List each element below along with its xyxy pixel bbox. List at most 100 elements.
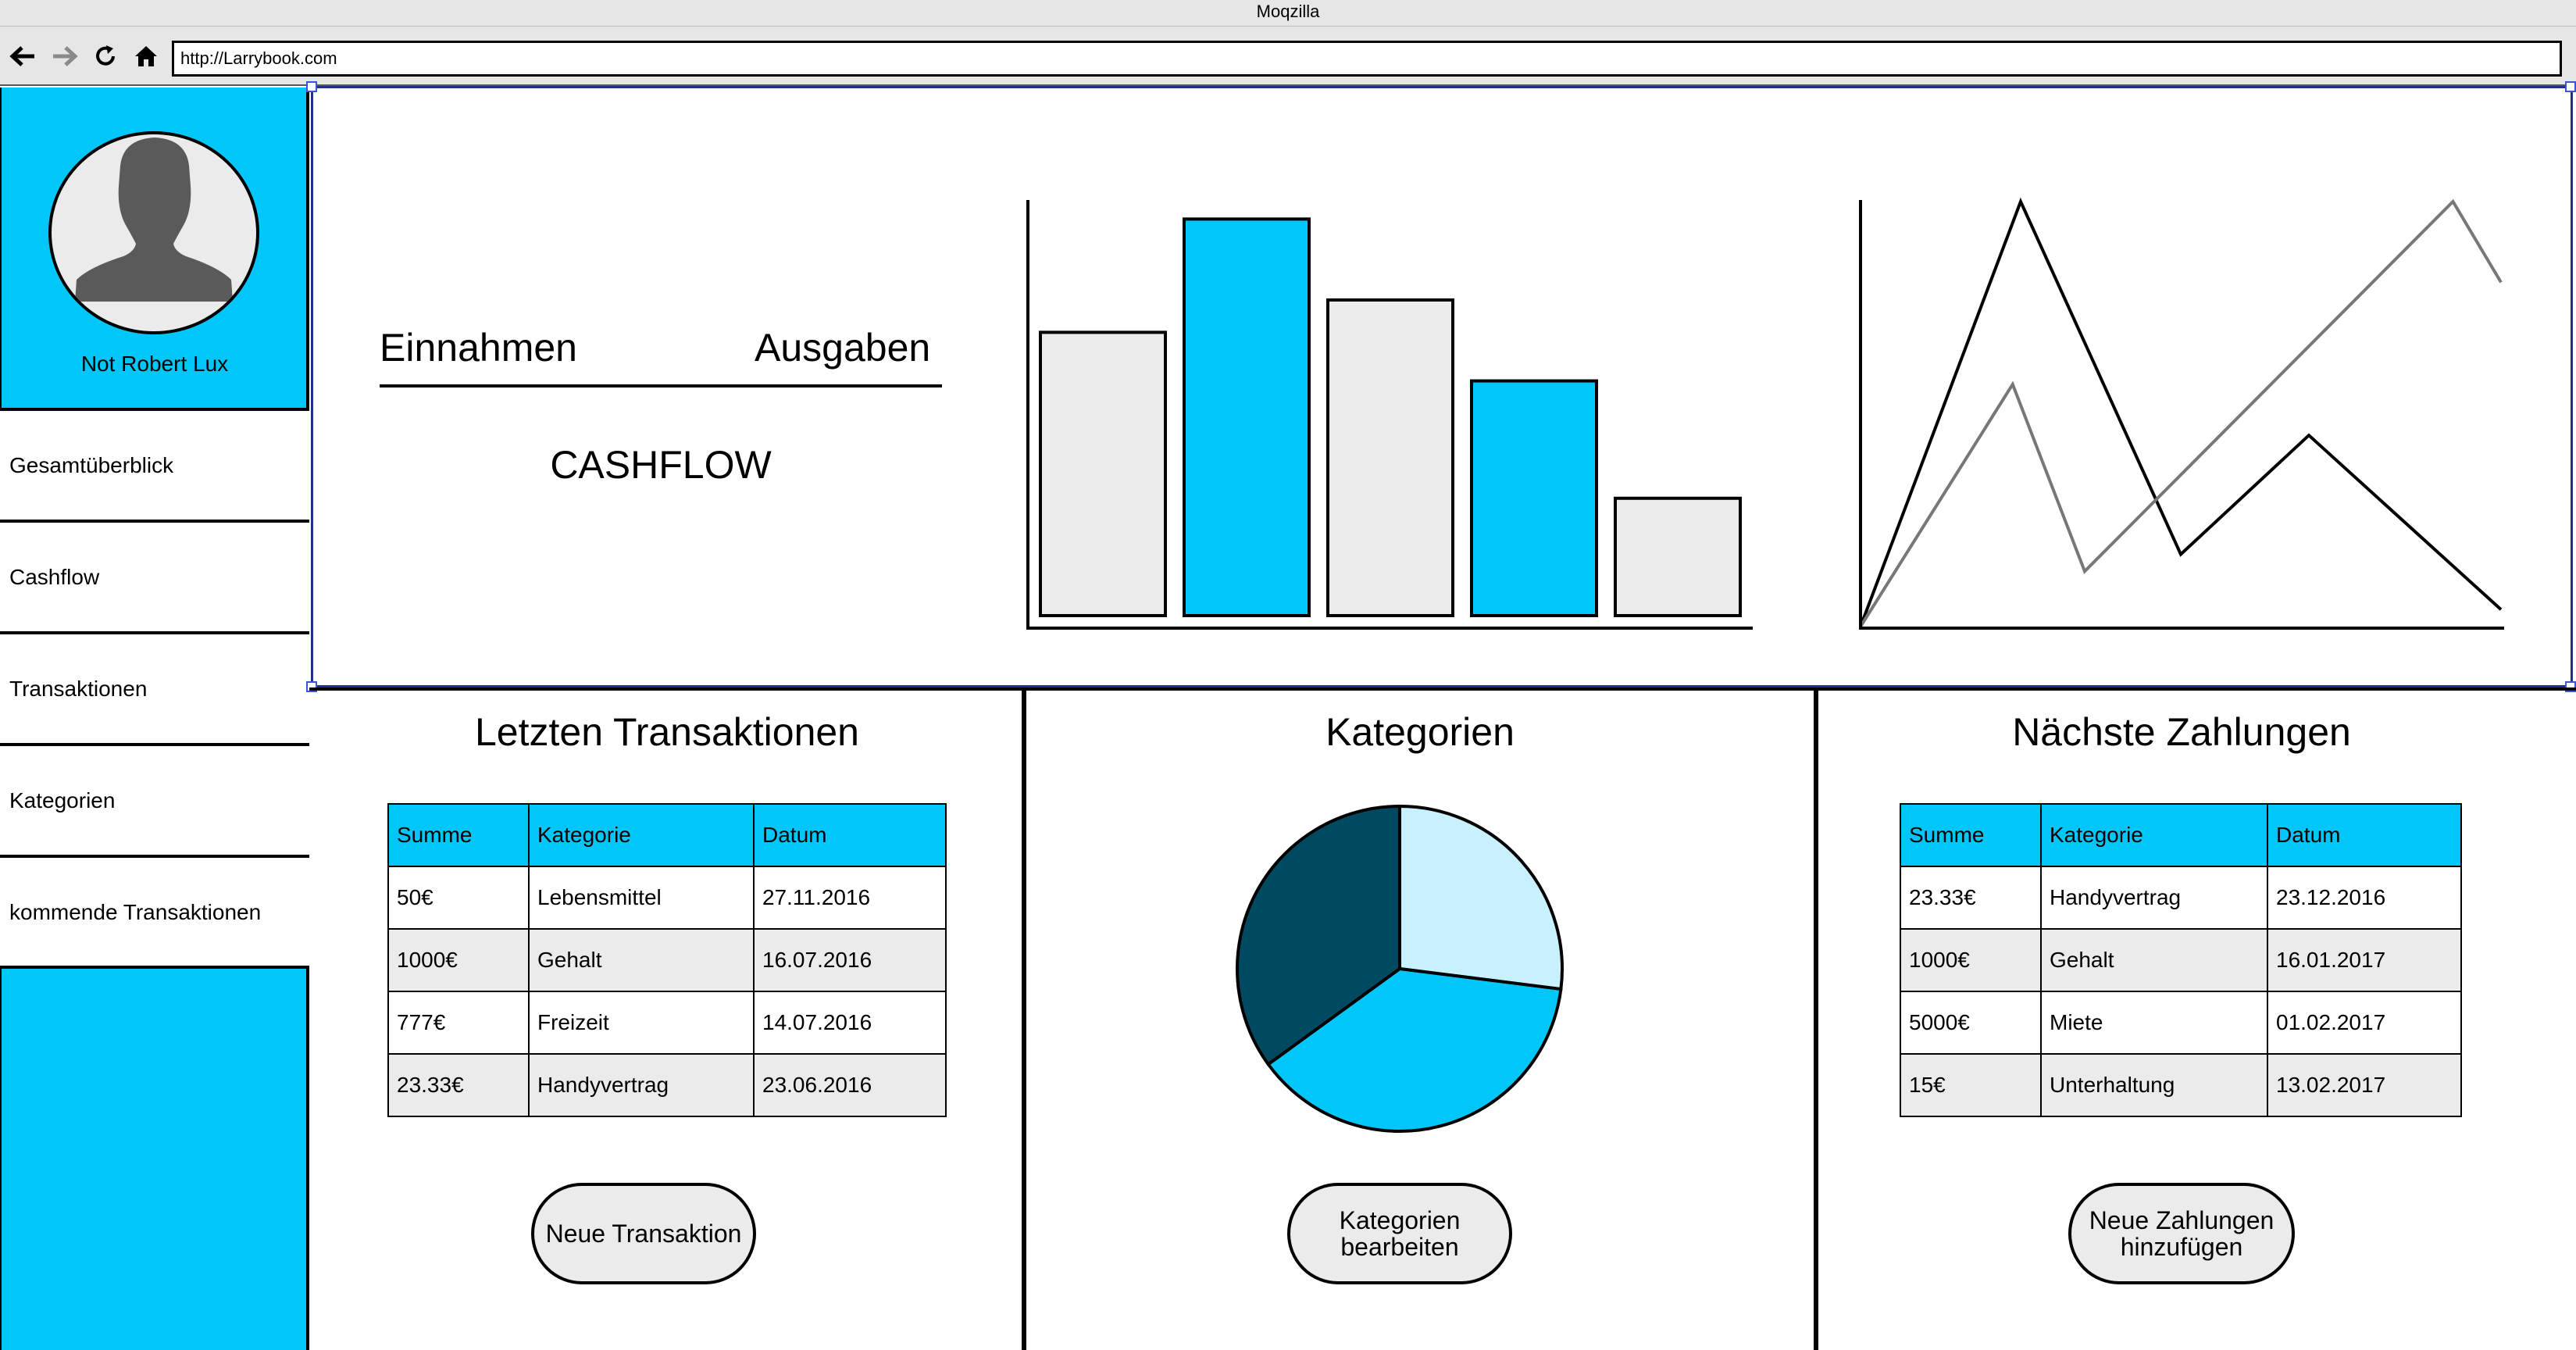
table-cell: Freizeit: [528, 991, 755, 1055]
bar: [1470, 379, 1598, 617]
table-cell: 5000€: [1900, 991, 2042, 1055]
sidebar-item-overview[interactable]: Gesamtüberblick: [0, 408, 309, 520]
categories-title: Kategorien: [1325, 710, 1515, 754]
resize-handle[interactable]: [306, 81, 317, 92]
table-cell: Gehalt: [2040, 928, 2268, 992]
table-cell: 50€: [387, 866, 530, 930]
income-label: Einnahmen: [380, 326, 577, 370]
column-header: Kategorie: [528, 803, 755, 867]
table-row[interactable]: 15€ Unterhaltung 13.02.2017: [1900, 1053, 2462, 1117]
table-row[interactable]: 1000€ Gehalt 16.07.2016: [387, 928, 947, 992]
upcoming-payments-title: Nächste Zahlungen: [2012, 710, 2351, 754]
table-cell: Miete: [2040, 991, 2268, 1055]
panel-divider: [1814, 688, 1818, 1350]
pie-slice: [1398, 804, 1564, 991]
recent-transactions-table: Summe Kategorie Datum 50€ Lebensmittel 2…: [387, 803, 947, 1117]
table-cell: 01.02.2017: [2267, 991, 2462, 1055]
add-payments-button[interactable]: Neue Zahlungen hinzufügen: [2068, 1183, 2295, 1284]
arrow-left-icon: [9, 46, 34, 66]
address-bar[interactable]: http://Larrybook.com: [172, 41, 2562, 77]
table-row[interactable]: 50€ Lebensmittel 27.11.2016: [387, 866, 947, 930]
table-row[interactable]: 777€ Freizeit 14.07.2016: [387, 991, 947, 1055]
user-name: Not Robert Lux: [80, 352, 229, 376]
bar: [1614, 496, 1742, 617]
table-cell: 1000€: [387, 928, 530, 992]
panel-divider: [1022, 688, 1026, 1350]
table-cell: Gehalt: [528, 928, 755, 992]
window-title-bar: Moqzilla: [0, 0, 2576, 27]
bar-chart: [1026, 200, 1753, 630]
table-cell: 23.33€: [387, 1053, 530, 1117]
cashflow-title: CASHFLOW: [550, 443, 772, 487]
table-cell: 23.33€: [1900, 866, 2042, 930]
table-row[interactable]: 1000€ Gehalt 16.01.2017: [1900, 928, 2462, 992]
table-cell: Unterhaltung: [2040, 1053, 2268, 1117]
table-cell: 15€: [1900, 1053, 2042, 1117]
series-line: [1859, 198, 2503, 628]
pie-slice: [1236, 804, 1401, 1067]
sidebar-item-transactions[interactable]: Transaktionen: [0, 631, 309, 743]
table-cell: 16.01.2017: [2267, 928, 2462, 992]
divider-line: [380, 384, 942, 388]
home-button[interactable]: [130, 39, 162, 73]
button-label-line: hinzufügen: [2120, 1233, 2243, 1261]
bar: [1039, 330, 1167, 617]
table-cell: Lebensmittel: [528, 866, 755, 930]
edit-categories-button[interactable]: Kategorien bearbeiten: [1287, 1183, 1512, 1284]
sidebar-item-cashflow[interactable]: Cashflow: [0, 520, 309, 631]
reload-button[interactable]: [89, 39, 122, 73]
table-header-row: Summe Kategorie Datum: [1900, 803, 2462, 867]
table-cell: 13.02.2017: [2267, 1053, 2462, 1117]
sidebar-item-upcoming-transactions[interactable]: kommende Transaktionen: [0, 855, 309, 966]
column-header: Summe: [1900, 803, 2042, 867]
button-label-line: Kategorien: [1339, 1206, 1461, 1234]
column-header: Datum: [2267, 803, 2462, 867]
table-cell: Handyvertrag: [528, 1053, 755, 1117]
sidebar-item-label: Gesamtüberblick: [9, 452, 174, 477]
table-cell: 16.07.2016: [753, 928, 947, 992]
upcoming-payments-table: Summe Kategorie Datum 23.33€ Handyvertra…: [1900, 803, 2462, 1117]
bar: [1326, 298, 1454, 618]
sidebar-item-label: Kategorien: [9, 788, 116, 812]
line-chart: [1859, 197, 2504, 630]
back-button[interactable]: [6, 39, 39, 73]
avatar[interactable]: [48, 131, 259, 334]
table-row[interactable]: 5000€ Miete 01.02.2017: [1900, 991, 2462, 1055]
table-cell: Handyvertrag: [2040, 866, 2268, 930]
button-label-line: bearbeiten: [1340, 1233, 1459, 1261]
button-label-line: Neue Zahlungen: [2089, 1206, 2275, 1234]
expense-label: Ausgaben: [755, 326, 931, 370]
table-cell: 1000€: [1900, 928, 2042, 992]
home-icon: [135, 46, 157, 66]
table-row[interactable]: 23.33€ Handyvertrag 23.06.2016: [387, 1053, 947, 1117]
url-text: http://Larrybook.com: [180, 48, 337, 68]
column-header: Summe: [387, 803, 530, 867]
table-row[interactable]: 23.33€ Handyvertrag 23.12.2016: [1900, 866, 2462, 930]
table-cell: 777€: [387, 991, 530, 1055]
sidebar-item-label: kommende Transaktionen: [9, 899, 262, 924]
sidebar-item-label: Transaktionen: [9, 676, 148, 701]
new-transaction-button[interactable]: Neue Transaktion: [531, 1183, 756, 1284]
table-cell: 14.07.2016: [753, 991, 947, 1055]
pie-chart: [1236, 804, 1564, 1133]
series-line: [1859, 197, 2503, 627]
arrow-right-icon: [53, 46, 78, 66]
user-silhouette-icon: [75, 138, 233, 302]
table-cell: 23.06.2016: [753, 1053, 947, 1117]
column-header: Datum: [753, 803, 947, 867]
sidebar-item-label: Cashflow: [9, 564, 100, 589]
table-cell: 27.11.2016: [753, 866, 947, 930]
bar: [1183, 217, 1311, 618]
reload-icon: [96, 45, 115, 66]
recent-transactions-title: Letzten Transaktionen: [475, 710, 859, 754]
window-title: Moqzilla: [1256, 2, 1320, 21]
resize-handle[interactable]: [2565, 81, 2576, 92]
pie-slice: [1265, 966, 1563, 1133]
forward-button[interactable]: [48, 39, 81, 73]
sidebar-item-categories[interactable]: Kategorien: [0, 743, 309, 855]
column-header: Kategorie: [2040, 803, 2268, 867]
sidebar-divider: [0, 966, 309, 969]
button-label: Neue Transaktion: [545, 1220, 742, 1248]
table-header-row: Summe Kategorie Datum: [387, 803, 947, 867]
section-divider: [309, 688, 2576, 691]
